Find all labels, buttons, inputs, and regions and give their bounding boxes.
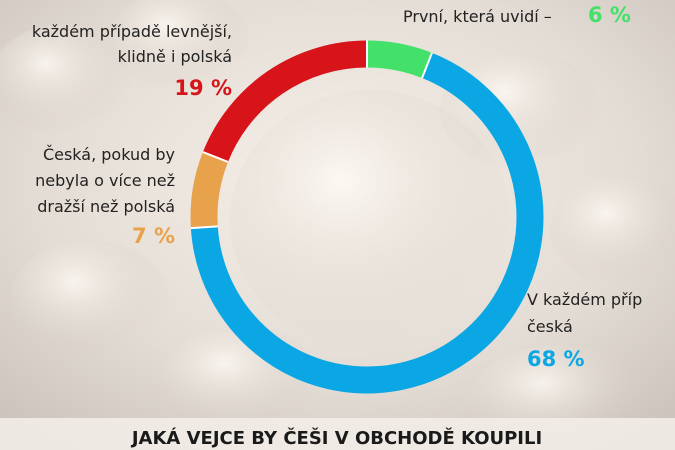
- slice-label: česká: [527, 317, 573, 336]
- donut-segment: [190, 152, 229, 229]
- value-label: 68 %: [527, 347, 585, 371]
- donut-segment: [366, 40, 432, 79]
- value-label: 7 %: [132, 224, 175, 248]
- donut-segment: [190, 52, 544, 394]
- slice-label: V každém příp: [527, 290, 642, 309]
- slice-label: klidně i polská: [118, 47, 232, 66]
- segment-separator: [190, 225, 218, 230]
- segment-separator: [421, 52, 433, 79]
- title-band: [0, 418, 675, 450]
- slice-label: Česká, pokud by: [43, 145, 175, 164]
- slice-label: nebyla o více než: [35, 171, 175, 190]
- slice-label: První, která uvidí –: [403, 7, 552, 26]
- chart-title: JAKÁ VEJCE BY ČEŠI V OBCHODĚ KOUPILI: [130, 427, 542, 449]
- value-label: 19 %: [174, 76, 232, 100]
- value-label: 6 %: [588, 3, 631, 27]
- slice-label: každém případě levnější,: [32, 22, 232, 41]
- segment-separator: [202, 151, 229, 163]
- slice-label: dražší než polská: [37, 197, 175, 216]
- donut-segment: [202, 40, 368, 163]
